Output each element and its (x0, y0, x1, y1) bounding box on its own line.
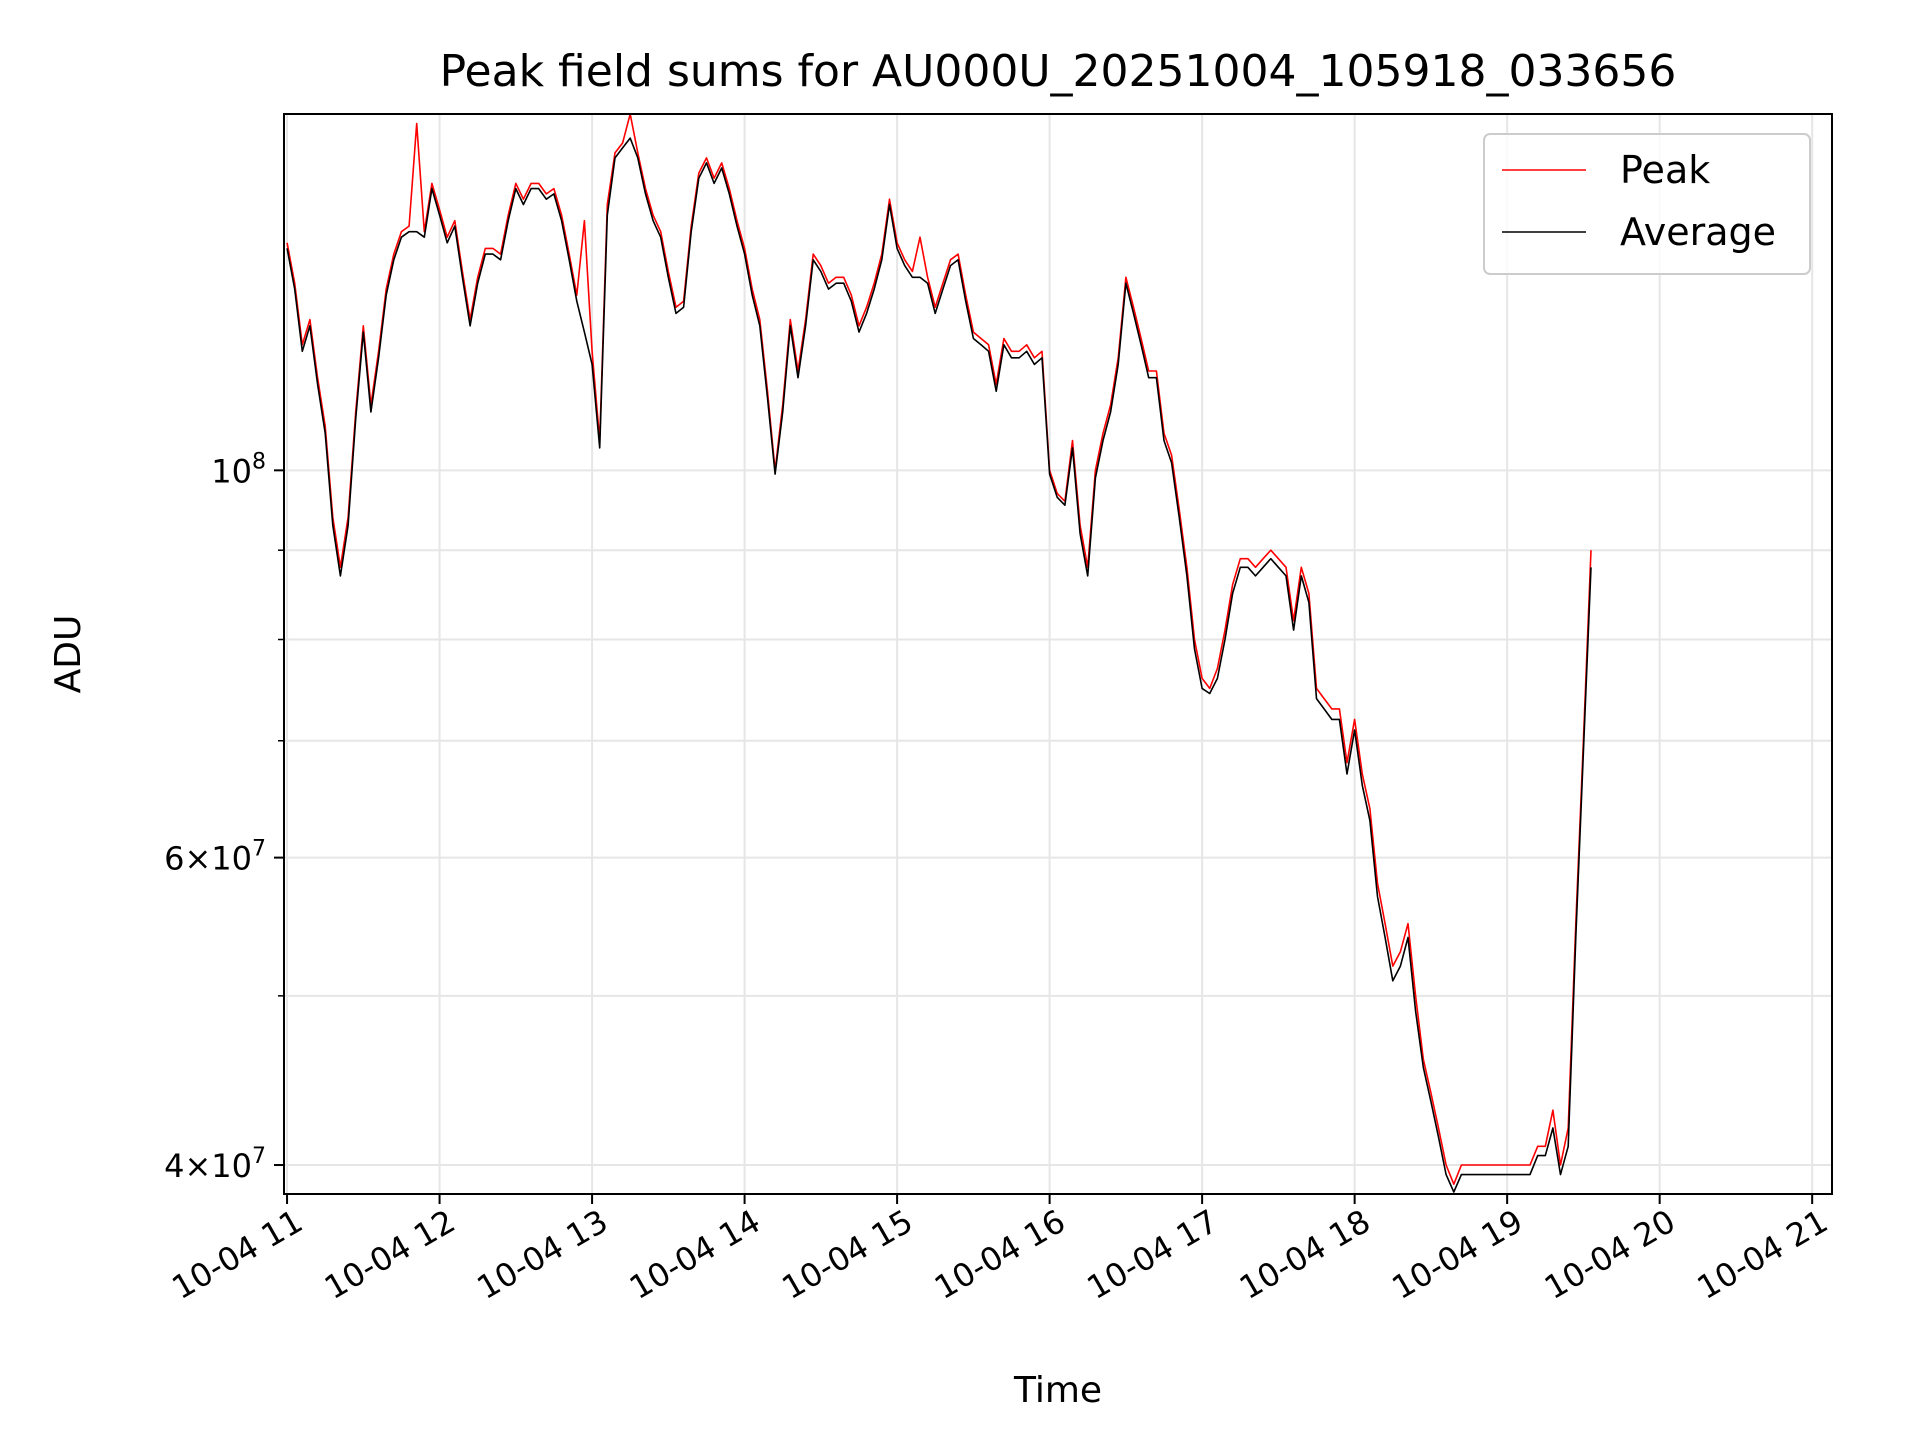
chart-title: Peak field sums for AU000U_20251004_1059… (440, 46, 1677, 97)
legend-label-peak: Peak (1620, 148, 1710, 192)
y-tick-label-base: 4 (164, 1147, 184, 1185)
y-tick-label-times: ×10 (184, 840, 252, 878)
y-tick-label-exponent: 7 (252, 837, 266, 862)
y-tick-label: 6×107 (164, 837, 266, 878)
plot-area-frame (283, 113, 1833, 1195)
series-line-peak (286, 114, 1592, 1185)
y-tick-label-times: ×10 (184, 1147, 252, 1185)
legend: Peak Average (1483, 133, 1811, 275)
y-tick-label-exponent: 8 (252, 449, 266, 474)
series-layer (286, 114, 1592, 1193)
grid-layer (284, 114, 1832, 1194)
legend-box (1483, 133, 1811, 275)
y-axis-label: ADU (48, 615, 89, 694)
legend-label-average: Average (1620, 210, 1776, 254)
series-line-average (286, 137, 1592, 1193)
y-tick-label-ten: 10 (211, 452, 252, 490)
y-tick-label-exponent: 7 (252, 1144, 266, 1169)
y-tick-label: 108 (211, 449, 266, 490)
y-tick-label-base: 6 (164, 840, 184, 878)
y-tick-label: 4×107 (164, 1144, 266, 1185)
x-axis-label: Time (1013, 1370, 1102, 1411)
